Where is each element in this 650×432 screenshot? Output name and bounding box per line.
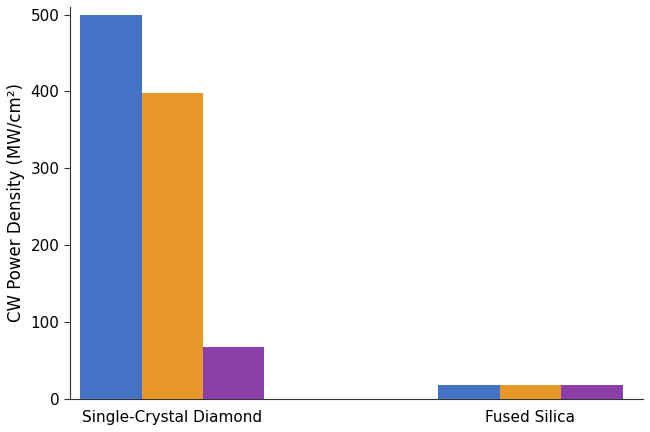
Bar bbox=[142, 93, 203, 399]
Bar bbox=[500, 385, 561, 399]
Bar bbox=[438, 385, 500, 399]
Bar bbox=[80, 15, 142, 399]
Y-axis label: CW Power Density (MW/cm²): CW Power Density (MW/cm²) bbox=[7, 83, 25, 322]
Bar bbox=[203, 346, 265, 399]
Bar bbox=[561, 385, 623, 399]
